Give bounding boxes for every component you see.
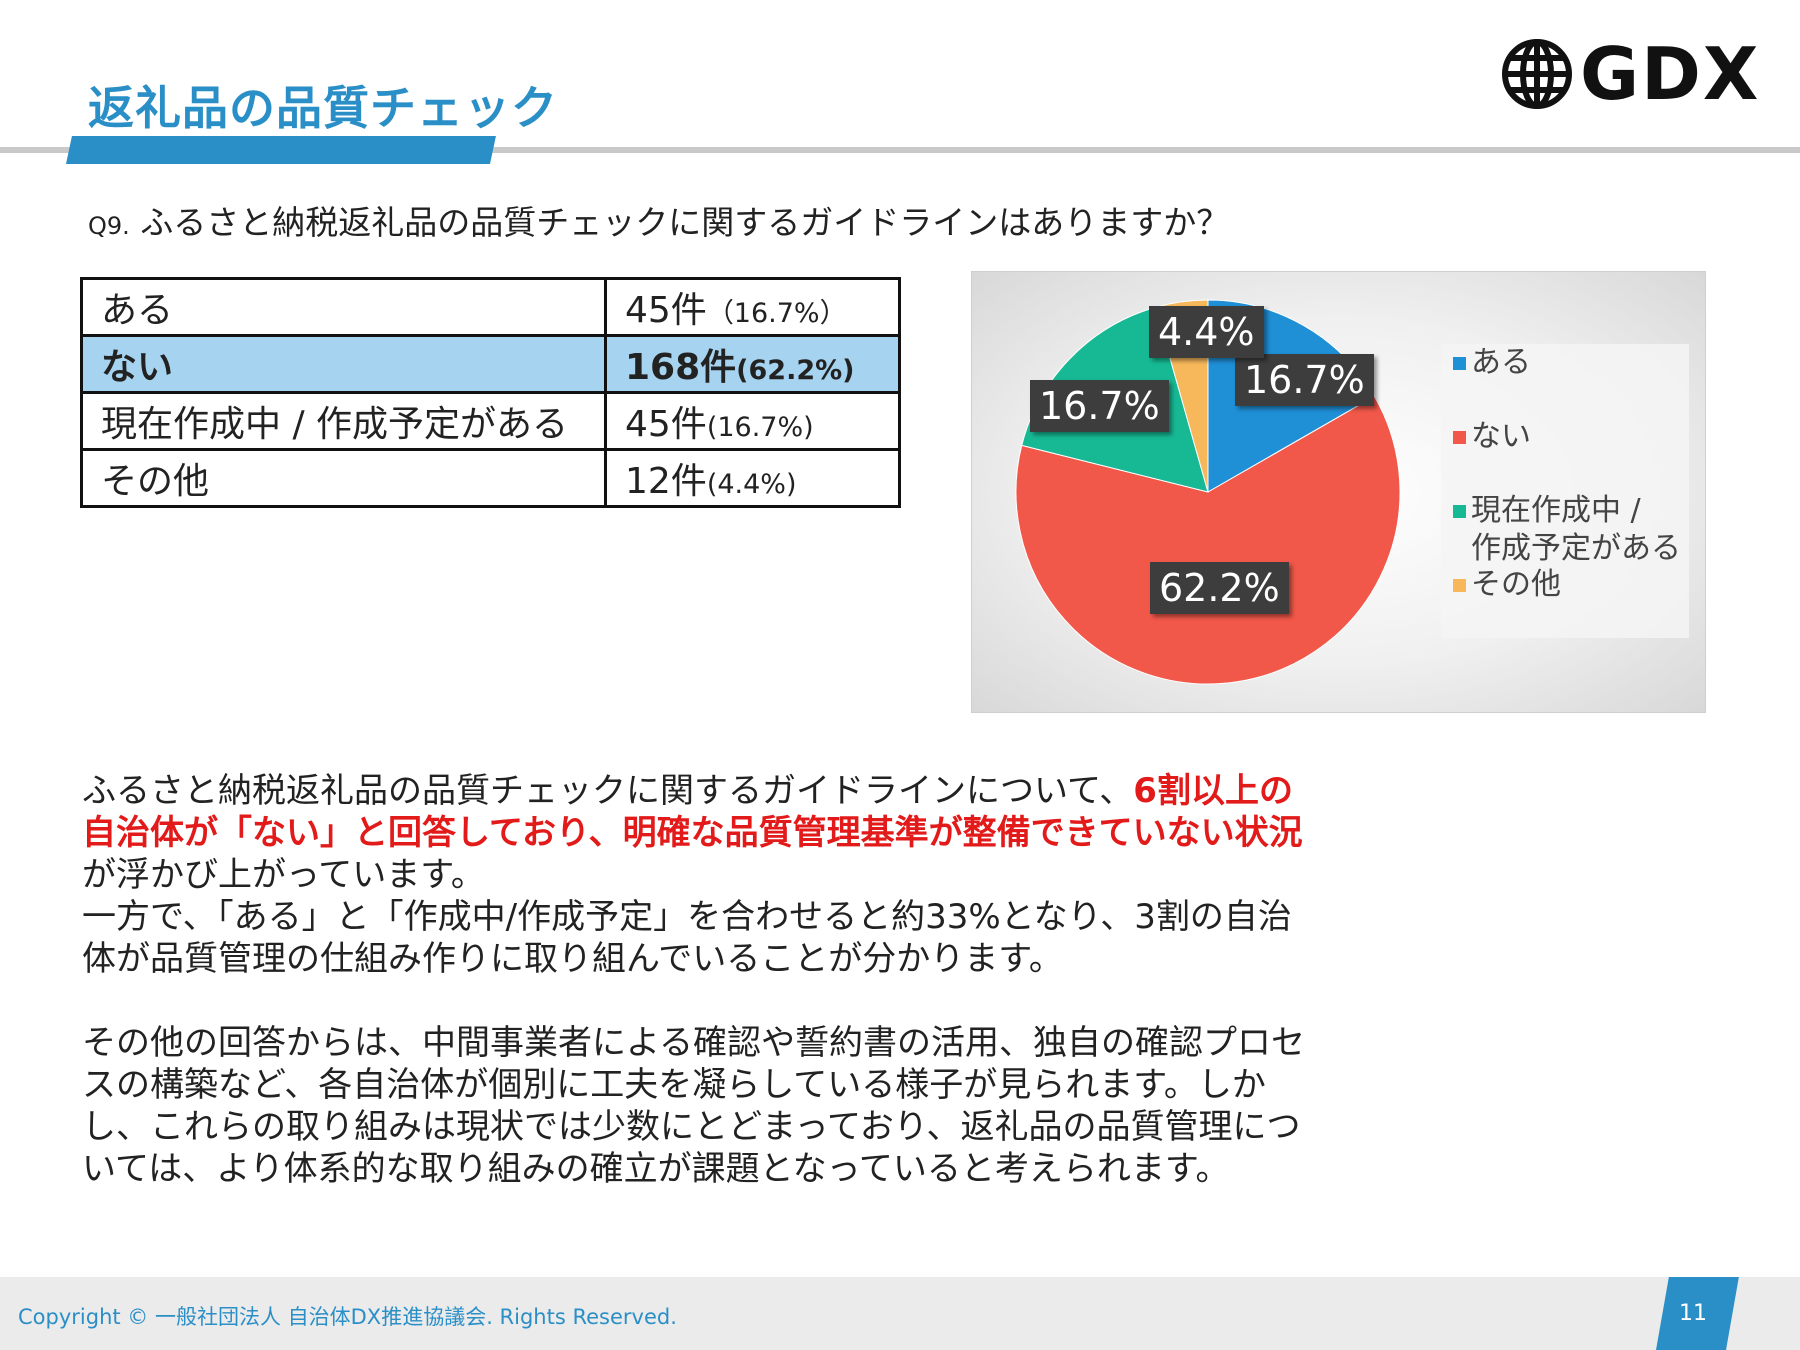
legend-label: ある (1471, 345, 1531, 380)
row-label: ない (80, 334, 607, 394)
pie-data-label: 16.7% (1030, 380, 1169, 432)
gdx-logo: GDX (1500, 36, 1760, 112)
result-table: ある 45件（16.7%） ない 168件(62.2%) 現在作成中 / 作成予… (80, 277, 901, 508)
footer: Copyright © 一般社団法人 自治体DX推進協議会. Rights Re… (0, 1277, 1800, 1350)
legend-item: ない (1453, 418, 1531, 456)
pie-data-label: 4.4% (1149, 306, 1264, 358)
row-percent: (16.7%) (706, 412, 814, 443)
page-number: 11 (1679, 1301, 1707, 1326)
pie-chart: 16.7% 62.2% 16.7% 4.4% ある ない 現在作成中 / 作成予… (971, 271, 1706, 713)
question-text: ふるさと納税返礼品の品質チェックに関するガイドラインはありますか？ (140, 203, 1230, 242)
row-percent: (62.2%) (736, 355, 855, 386)
legend-swatch (1453, 505, 1466, 518)
question-number: Q9. (88, 212, 130, 240)
commentary-text: が浮かび上がっています。 (82, 855, 485, 895)
pie-data-label: 62.2% (1150, 562, 1289, 614)
globe-icon (1502, 39, 1572, 109)
legend-swatch (1453, 579, 1466, 592)
commentary-paragraph: その他の回答からは、中間事業者による確認や誓約書の活用、独自の確認プロセスの構築… (82, 1023, 1305, 1189)
legend-item: 現在作成中 / (1453, 492, 1641, 530)
commentary: ふるさと納税返礼品の品質チェックに関するガイドラインについて、6割以上の自治体が… (82, 770, 1312, 1190)
pie-data-label: 16.7% (1235, 354, 1374, 406)
commentary-text: ふるさと納税返礼品の品質チェックに関するガイドラインについて、 (82, 771, 1134, 811)
title-divider (0, 147, 1800, 153)
paragraph-gap (82, 980, 1312, 1022)
table-row: ある 45件（16.7%） (80, 277, 901, 337)
legend-swatch (1453, 357, 1466, 370)
legend-item-continued: 作成予定がある (1471, 530, 1681, 568)
row-percent: （16.7%） (706, 298, 847, 329)
legend-label: ない (1471, 419, 1531, 454)
copyright-text: Copyright © 一般社団法人 自治体DX推進協議会. Rights Re… (18, 1305, 677, 1329)
table-row-highlighted: ない 168件(62.2%) (80, 334, 901, 394)
title-accent-bar (66, 136, 496, 164)
row-count: 45件 (625, 290, 707, 331)
row-value: 45件（16.7%） (604, 277, 901, 337)
row-count: 45件 (625, 404, 707, 445)
legend-label: その他 (1471, 567, 1561, 602)
chart-legend: ある ない 現在作成中 / 作成予定がある その他 (1441, 344, 1689, 638)
row-value: 168件(62.2%) (604, 334, 901, 394)
row-count: 168件 (625, 347, 737, 388)
commentary-paragraph: 一方で、「ある」と「作成中/作成予定」を合わせると約33%となり、3割の自治体が… (82, 897, 1292, 979)
question-heading: Q9. ふるさと納税返礼品の品質チェックに関するガイドラインはありますか？ (88, 196, 1229, 244)
row-value: 45件(16.7%) (604, 391, 901, 451)
page-title: 返礼品の品質チェック (88, 81, 558, 135)
legend-item: ある (1453, 344, 1531, 382)
row-label: ある (80, 277, 607, 337)
commentary-highlight: 6割以上の自治体が「ない」と回答しており、明確な品質管理基準が整備できていない状… (82, 771, 1303, 853)
row-percent: (4.4%) (706, 469, 797, 500)
table-row: 現在作成中 / 作成予定がある 45件(16.7%) (80, 391, 901, 451)
legend-label: 現在作成中 / (1471, 493, 1641, 528)
logo-text: GDX (1580, 32, 1761, 116)
table-row: その他 12件(4.4%) (80, 448, 901, 508)
legend-swatch (1453, 431, 1466, 444)
row-count: 12件 (625, 461, 707, 502)
commentary-paragraph: ふるさと納税返礼品の品質チェックに関するガイドラインについて、6割以上の自治体が… (82, 770, 1312, 896)
legend-label: 作成予定がある (1471, 531, 1681, 566)
row-label: その他 (80, 448, 607, 508)
row-label: 現在作成中 / 作成予定がある (80, 391, 607, 451)
legend-item: その他 (1453, 566, 1561, 604)
row-value: 12件(4.4%) (604, 448, 901, 508)
